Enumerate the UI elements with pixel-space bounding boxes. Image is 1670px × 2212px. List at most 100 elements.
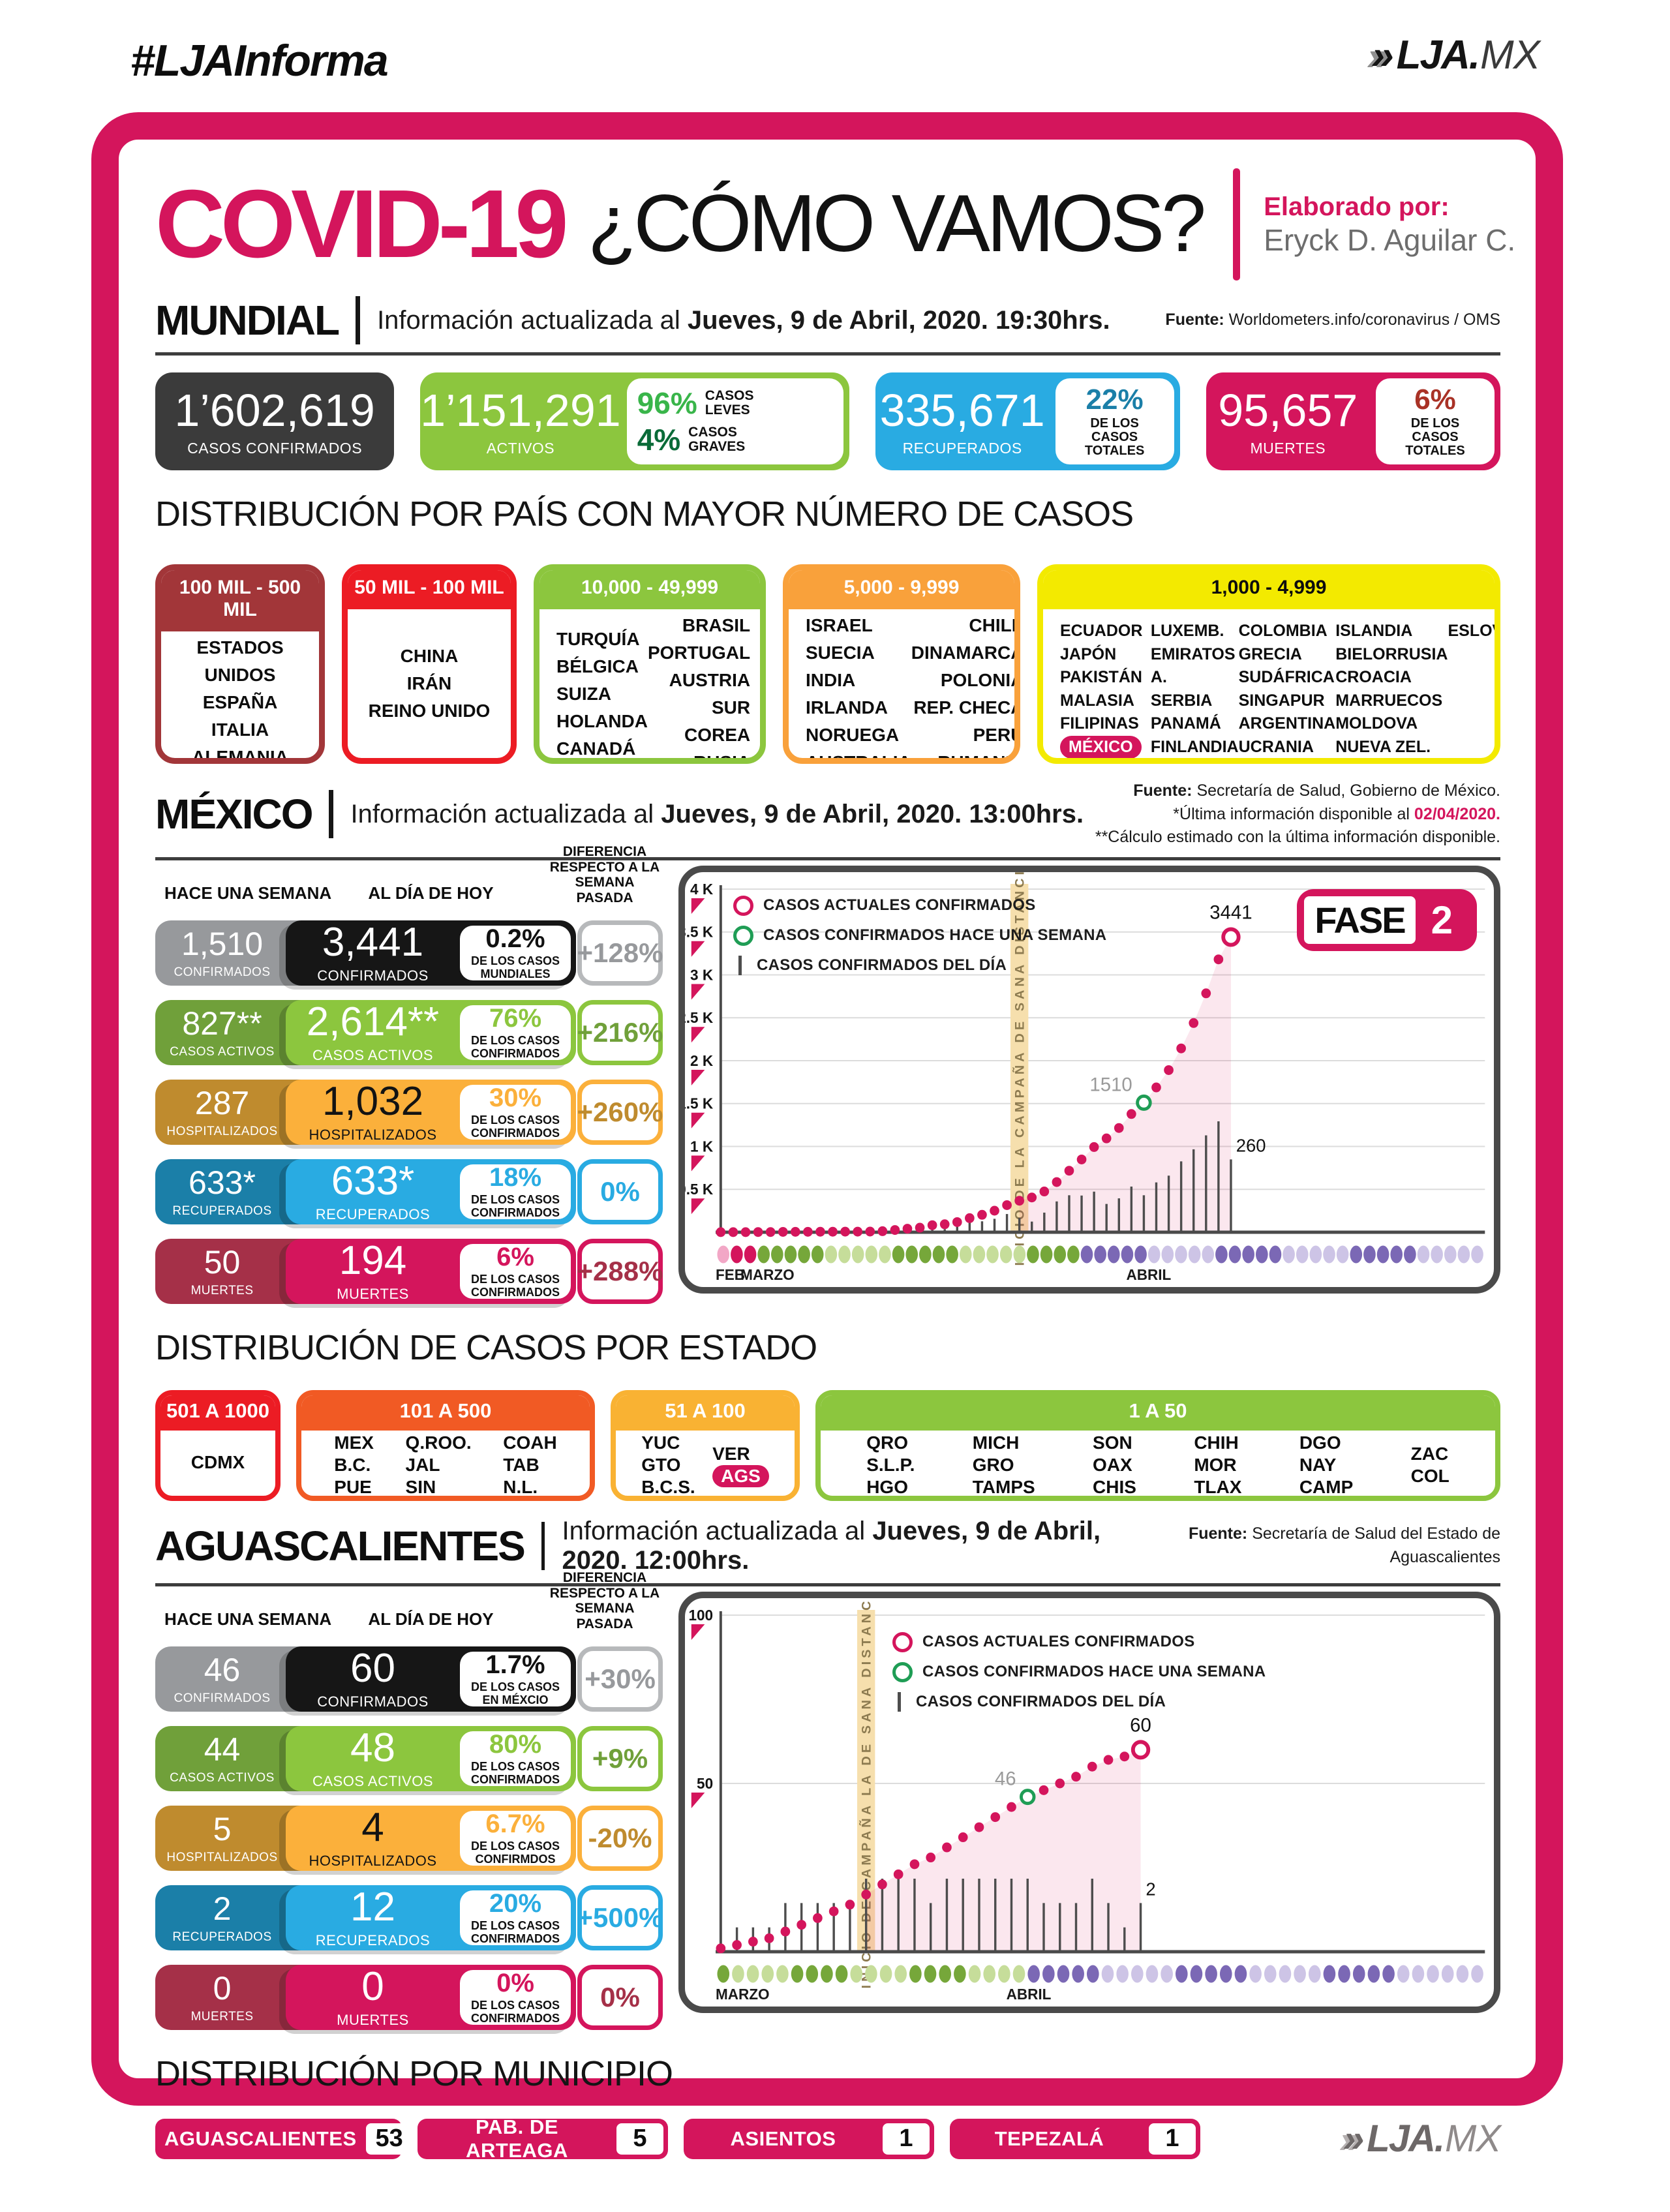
ags-updated-info: Información actualizada al Jueves, 9 de … bbox=[562, 1516, 1101, 1575]
ags-row-muertes: 0 MUERTES 0 MUERTES 0% DE LOS CASOS CONFIRMADO… bbox=[155, 1964, 663, 2030]
today-value: 4 bbox=[361, 1805, 384, 1850]
estado-name: SIN bbox=[405, 1476, 436, 1497]
prev-value: 50 bbox=[204, 1243, 241, 1280]
municipio-pill-aguascalientes: AGUASCALIENTES 53 bbox=[155, 2118, 413, 2159]
svg-text:3441: 3441 bbox=[1209, 901, 1252, 923]
stat-label: RECUPERADOS bbox=[902, 439, 1022, 457]
svg-text:INICIO DE LA CAMPAÑA DE SANA D: INICIO DE LA CAMPAÑA DE SANA DISTANCIA bbox=[1012, 872, 1027, 1265]
today-main: 48 CASOS ACTIVOS bbox=[286, 1726, 460, 1791]
diff-box: +260% bbox=[577, 1079, 663, 1145]
today-label: MUERTES bbox=[337, 1286, 409, 1302]
country-name: PORTUGAL bbox=[648, 643, 751, 663]
pct-value: 0% bbox=[496, 1968, 534, 1997]
country-name: UCRANIA bbox=[1238, 737, 1314, 756]
prev-label: CASOS ACTIVOS bbox=[170, 1770, 275, 1785]
estado-column: MEX B.C. PUE bbox=[334, 1432, 374, 1497]
today-value: 633* bbox=[331, 1159, 415, 1204]
estado-name: JAL bbox=[405, 1454, 440, 1475]
country-name: PAKISTÁN bbox=[1060, 668, 1142, 686]
country-name: PERÚ bbox=[973, 725, 1020, 745]
today-label: CONFIRMADOS bbox=[317, 967, 429, 984]
country-name: REINO UNIDO bbox=[368, 701, 491, 721]
country-box-body: TURQUÍA BÉLGICA SUIZA HOLANDA CANADÁ BRASIL PO… bbox=[539, 609, 760, 764]
country-column: TURQUÍA BÉLGICA SUIZA HOLANDA CANADÁ bbox=[556, 626, 648, 758]
ags-row-confirmados: 46 CONFIRMADOS 60 CONFIRMADOS 1.7% DE LOS CAS… bbox=[155, 1646, 663, 1712]
estado-name: COL bbox=[1410, 1465, 1450, 1486]
logo-mx-text: MX bbox=[1480, 33, 1540, 78]
estado-name: CHIS bbox=[1093, 1476, 1136, 1497]
pct-pill: 80% DE LOS CASOS CONFIRMADOS bbox=[460, 1730, 571, 1786]
main-card: COVID-19 ¿CÓMO VAMOS? Elaborado por: Ery… bbox=[91, 112, 1563, 2162]
fase-badge: FASE 2 bbox=[1297, 888, 1477, 951]
diff-box: +9% bbox=[577, 1725, 663, 1791]
legend-label: CASOS ACTUALES CONFIRMADOS bbox=[763, 896, 1036, 914]
estado-box-range: 51 A 100 bbox=[616, 1395, 795, 1431]
svg-text:INICIO DE CAMPAÑA LA DE SANA D: INICIO DE CAMPAÑA LA DE SANA DISTANCIA bbox=[859, 1598, 874, 1988]
pct-line2: CONFIRMADOS bbox=[471, 2011, 560, 2025]
pct-line2: MUNDIALES bbox=[480, 967, 551, 980]
prev-label: HOSPITALIZADOS bbox=[166, 1124, 278, 1138]
col-header-diff: DIFERENCIA RESPECTO A LA SEMANA PASADA bbox=[549, 1570, 660, 1631]
today-box: 12 RECUPERADOS 20% DE LOS CASOS CONFIRMADOS bbox=[286, 1885, 576, 1950]
mundial-card-recuperados: 335,671 RECUPERADOS 22% DE LOS CASOS TOTALES bbox=[875, 372, 1180, 470]
estado-name: MEX bbox=[334, 1432, 374, 1453]
country-name: SUR COREA bbox=[684, 697, 751, 745]
stat-sub-line: CASOS bbox=[705, 387, 754, 403]
pct-value: 76% bbox=[489, 1003, 542, 1033]
mexico-stat-rows: 1,510 CONFIRMADOS 3,441 CONFIRMADOS 0.2% DE L… bbox=[155, 920, 663, 1304]
pct-pill: 6.7% DE LOS CASOS CONFIRMDOS bbox=[460, 1810, 571, 1866]
country-name: DINAMARCA bbox=[911, 643, 1020, 663]
estado-name: MICH bbox=[972, 1432, 1020, 1453]
prev-value: 0 bbox=[213, 1969, 232, 2007]
estado-box-body: YUC GTO B.C.S. VER AGS bbox=[616, 1431, 795, 1497]
covid-title: COVID-19 bbox=[155, 170, 569, 278]
top-bar: #LJAInforma » LJA. MX bbox=[0, 0, 1670, 86]
country-name: RUSIA bbox=[693, 752, 751, 764]
today-value: 194 bbox=[339, 1238, 407, 1283]
stat-sub-line: DE LOS bbox=[1410, 416, 1460, 431]
pct-pill: 0.2% DE LOS CASOS MUNDIALES bbox=[460, 924, 571, 980]
chart-annotations: 60 46 2 bbox=[995, 1714, 1156, 1899]
estado-column: YUC GTO B.C.S. bbox=[641, 1432, 695, 1497]
stat-value: 1’151,291 bbox=[420, 384, 621, 436]
municipio-count: 1 bbox=[1149, 2123, 1196, 2155]
country-column: ECUADOR JAPÓN PAKISTÁN MALASIA FILIPINAS MÉXI… bbox=[1060, 620, 1151, 758]
stat-sub-lines: DE LOS CASOS TOTALES bbox=[1085, 416, 1144, 458]
mexico-chart-svg: 4 K 3.5 K 3 K 2.5 K 2 K 1.5 K 1 K 0.5 K INICIO D… bbox=[685, 872, 1485, 1283]
country-boxes: 100 MIL - 500 MIL ESTADOS UNIDOS ESPAÑA ITA… bbox=[155, 564, 1517, 764]
country-box-range: 10,000 - 49,999 bbox=[539, 570, 760, 609]
svg-text:1.5 K: 1.5 K bbox=[685, 1095, 714, 1112]
country-name: COLOMBIA bbox=[1238, 622, 1328, 640]
prev-value: 633* bbox=[189, 1164, 256, 1201]
estado-highlight-ags: AGS bbox=[712, 1464, 769, 1487]
estado-name: DGO bbox=[1299, 1432, 1341, 1453]
country-name: EGIPTO bbox=[1239, 759, 1336, 764]
today-box: 3,441 CONFIRMADOS 0.2% DE LOS CASOS MUNDIALE… bbox=[286, 920, 576, 986]
legend-bar-icon bbox=[738, 955, 742, 975]
country-column: CHINA IRÁN REINO UNIDO bbox=[369, 643, 491, 725]
pct-value: 30% bbox=[489, 1083, 542, 1112]
country-column: CHILE DINAMARCA POLONIA REP. CHECA PERÚ RUMAN… bbox=[911, 612, 1020, 758]
today-label: RECUPERADOS bbox=[315, 1932, 431, 1948]
estado-name: B.C.S. bbox=[641, 1476, 695, 1497]
country-box-range: 100 MIL - 500 MIL bbox=[161, 570, 319, 631]
svg-text:4 K: 4 K bbox=[690, 880, 714, 897]
estado-name: MOR bbox=[1194, 1454, 1237, 1475]
legend-label: CASOS ACTUALES CONFIRMADOS bbox=[922, 1633, 1195, 1650]
country-name: SUDÁFRICA bbox=[1238, 668, 1335, 686]
today-main: 3,441 CONFIRMADOS bbox=[286, 920, 460, 986]
estado-box-body: CDMX bbox=[160, 1431, 275, 1496]
stat-value: 1’602,619 bbox=[174, 384, 375, 436]
chart-area bbox=[866, 1749, 1141, 1952]
estado-name: CAMP bbox=[1299, 1476, 1354, 1497]
today-value: 0 bbox=[361, 1964, 384, 2009]
pct-line2: CONFIRMADOS bbox=[471, 1205, 560, 1219]
stat-card-main: 1’151,291 ACTIVOS bbox=[420, 372, 621, 470]
municipio-pill-pab-de-arteaga: PAB. DE ARTEAGA 5 bbox=[418, 2115, 668, 2162]
pct-value: 6% bbox=[496, 1242, 534, 1271]
estado-name: PUE bbox=[334, 1476, 372, 1497]
case-dots bbox=[716, 1739, 1151, 1953]
municipio-name: ASIENTOS bbox=[730, 2127, 836, 2150]
country-name: GRECIA bbox=[1238, 644, 1302, 663]
